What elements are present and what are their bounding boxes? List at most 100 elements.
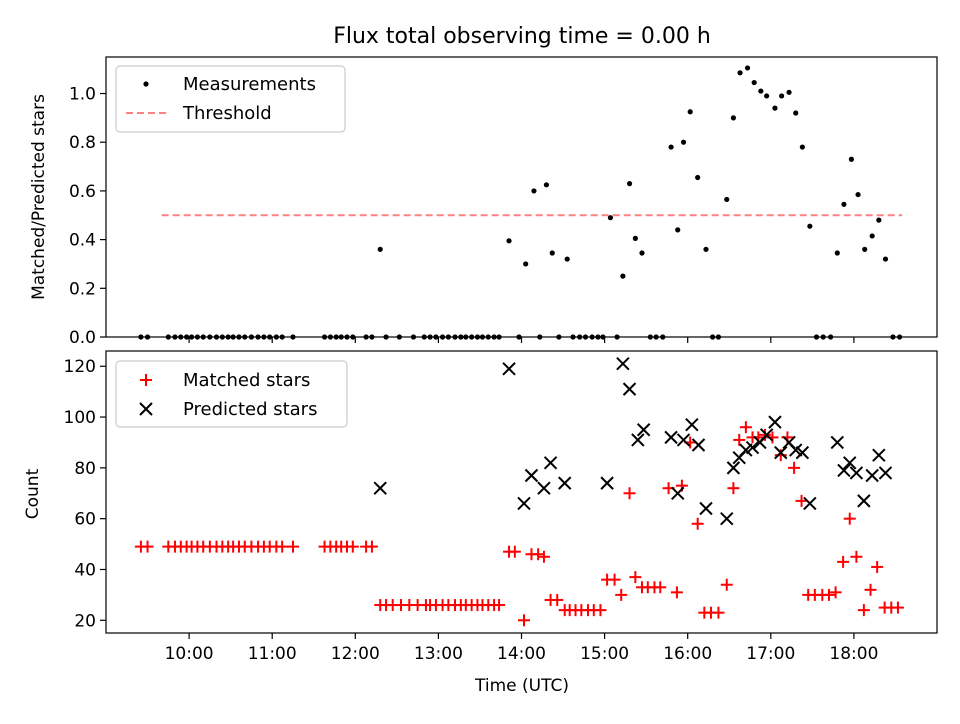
measurement-point xyxy=(862,246,868,252)
bottom-y-tick-label: 100 xyxy=(64,408,96,428)
bottom-plot-frame xyxy=(105,350,938,634)
predicted-star-point xyxy=(524,468,539,483)
measurement-point xyxy=(632,235,638,241)
legend-measurements-marker xyxy=(143,81,149,87)
predicted-star-point xyxy=(631,433,645,447)
matched-star-point xyxy=(508,545,521,558)
predicted-star-point xyxy=(857,494,871,508)
measurement-point xyxy=(543,182,550,188)
measurement-point xyxy=(730,115,737,121)
x-tick-label: 13:00 xyxy=(414,644,463,664)
measurement-point xyxy=(668,144,674,150)
predicted-star-point xyxy=(872,448,886,462)
matched-star-point xyxy=(594,604,607,617)
predicted-star-point xyxy=(685,417,699,432)
measurement-point xyxy=(620,273,626,279)
predicted-star-point xyxy=(768,415,782,429)
matched-star-point xyxy=(365,540,378,553)
matched-star-point xyxy=(654,581,667,594)
measurement-point xyxy=(523,261,529,267)
x-tick-label: 12:00 xyxy=(331,644,380,664)
measurement-point xyxy=(549,250,555,256)
predicted-star-point xyxy=(803,496,817,511)
matched-star-point xyxy=(739,421,752,434)
top-y-tick-label: 0.0 xyxy=(69,328,96,348)
predicted-star-point xyxy=(837,463,851,478)
measurement-point xyxy=(876,217,882,223)
top-y-tick-label: 1.0 xyxy=(69,85,96,105)
x-tick-label: 10:00 xyxy=(165,644,214,664)
legend-matched-marker xyxy=(140,374,152,386)
bottom-y-axis-label: Count xyxy=(23,468,43,519)
measurement-point xyxy=(639,250,645,256)
x-tick-label: 11:00 xyxy=(248,644,297,664)
predicted-star-point xyxy=(676,433,691,447)
matched-star-point xyxy=(795,494,808,507)
predicted-star-point xyxy=(774,445,788,460)
measurement-point xyxy=(737,70,743,76)
matched-star-point xyxy=(822,588,835,601)
matched-star-point xyxy=(517,614,530,627)
measurement-point xyxy=(786,89,792,95)
matched-star-point xyxy=(850,550,863,563)
matched-star-point xyxy=(286,540,299,553)
measurement-point xyxy=(793,110,799,116)
predicted-star-point xyxy=(745,440,760,455)
measurement-point xyxy=(751,79,757,86)
measurement-point xyxy=(506,238,512,244)
bottom-panel: 20 40 60 80 100 120 10:00 11:00 12:00 13:00 14:00… xyxy=(23,350,938,696)
matched-star-point xyxy=(837,555,850,568)
legend-predicted-marker xyxy=(139,402,153,416)
legend-measurements-label: Measurements xyxy=(183,74,316,95)
matched-star-point xyxy=(871,560,884,573)
measurement-point xyxy=(607,215,614,221)
bottom-y-tick-label: 40 xyxy=(74,560,96,580)
top-legend-box xyxy=(115,65,346,133)
matched-star-point xyxy=(712,606,725,619)
predicted-star-point xyxy=(691,438,706,452)
measurement-point xyxy=(807,223,813,229)
predicted-star-point xyxy=(537,481,551,495)
bottom-x-axis-ticks: 10:00 11:00 12:00 13:00 14:00 15:00 16:00 17:00… xyxy=(165,633,878,664)
predicted-star-point xyxy=(726,461,741,475)
chart-title: Flux total observing time = 0.00 h xyxy=(333,24,711,49)
measurement-point xyxy=(869,233,875,239)
matched-stars-points xyxy=(134,421,904,627)
legend-predicted-label: Predicted stars xyxy=(183,399,317,420)
measurement-point xyxy=(855,191,861,198)
measurement-point xyxy=(758,88,764,94)
predicted-star-point xyxy=(671,486,685,500)
top-y-tick-label: 0.8 xyxy=(69,133,96,153)
predicted-star-point xyxy=(636,423,651,437)
legend-matched-label: Matched stars xyxy=(183,370,310,391)
matched-star-point xyxy=(532,548,545,561)
matched-star-point xyxy=(733,433,746,446)
predicted-star-point xyxy=(849,466,864,480)
measurement-point xyxy=(882,256,889,262)
top-y-tick-label: 0.4 xyxy=(69,231,96,251)
x-tick-label: 15:00 xyxy=(580,644,629,664)
matched-star-point xyxy=(774,449,787,462)
matched-star-point xyxy=(551,593,564,606)
measurement-point xyxy=(687,109,693,115)
measurement-point xyxy=(799,144,805,150)
matched-star-point xyxy=(537,550,550,563)
measurement-point xyxy=(531,188,537,194)
matched-star-point xyxy=(727,482,740,495)
predicted-star-point xyxy=(558,476,572,490)
predicted-star-point xyxy=(517,496,531,511)
matched-star-point xyxy=(670,586,683,599)
predicted-star-point xyxy=(720,511,734,526)
bottom-y-tick-label: 120 xyxy=(64,357,96,377)
measurement-point xyxy=(626,181,633,187)
bottom-y-tick-label: 60 xyxy=(74,510,96,530)
measurement-point xyxy=(848,156,855,162)
x-tick-label: 14:00 xyxy=(497,644,546,664)
predicted-star-point xyxy=(843,456,857,470)
x-tick-label: 18:00 xyxy=(829,644,878,664)
matched-star-point xyxy=(141,540,154,553)
matched-star-point xyxy=(864,583,877,596)
measurement-point xyxy=(675,227,681,233)
predicted-star-point xyxy=(759,428,774,442)
measurement-point xyxy=(834,250,840,256)
